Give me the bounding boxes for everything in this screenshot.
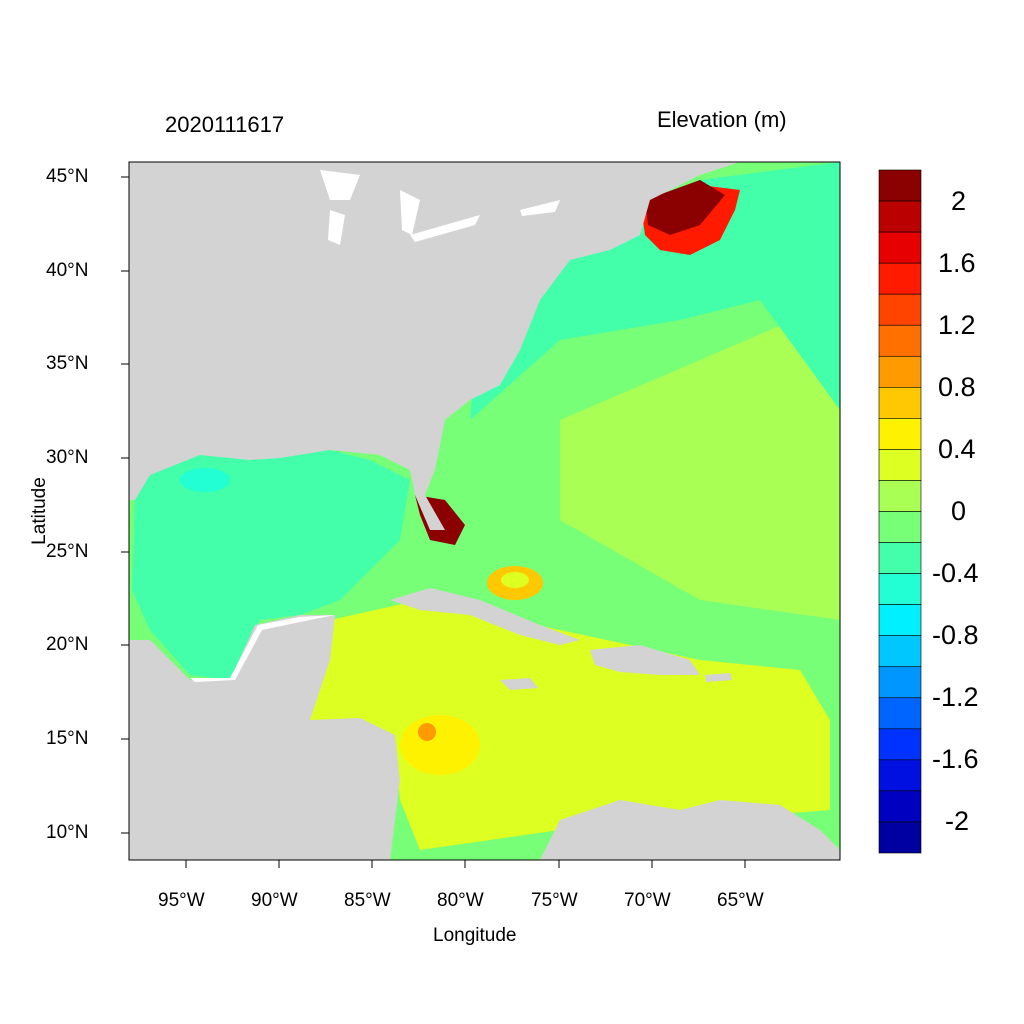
tick-marks — [121, 176, 746, 868]
plot-frame — [128, 161, 841, 861]
colorbar-swatch — [878, 355, 922, 388]
gulf-of-mexico — [132, 450, 410, 680]
colorbar-label: 0.4 — [938, 434, 976, 464]
colorbar-label: 0.8 — [938, 372, 976, 402]
colorbar-swatch — [878, 293, 922, 326]
colorbar-swatch — [878, 821, 922, 854]
x-tick-label: 90°W — [251, 890, 298, 911]
new-england-peak — [645, 180, 725, 235]
atlantic-positive-zone — [560, 300, 840, 620]
colorbar-label: 2 — [951, 186, 967, 216]
x-tick-label: 75°W — [531, 890, 578, 911]
map-area — [129, 162, 840, 860]
colorbar-swatch — [878, 635, 922, 668]
colorbar-swatch — [878, 697, 922, 730]
y-tick-label: 15°N — [46, 728, 89, 749]
colorbar-swatch — [878, 604, 922, 636]
y-tick-label: 20°N — [46, 634, 89, 655]
plot-title-variable: Elevation (m) — [657, 107, 787, 132]
bahamas-inner — [501, 572, 529, 588]
colorbar-swatch — [878, 231, 922, 264]
plot-title-datetime: 2020111617 — [165, 112, 285, 137]
colorbar-swatch — [878, 480, 922, 512]
colorbar-swatch — [878, 728, 922, 761]
atlantic-negative-zone — [470, 162, 840, 420]
colorbar-label: -1.6 — [932, 744, 979, 774]
colorbar-label: 1.2 — [938, 310, 976, 340]
x-tick-label: 80°W — [437, 890, 484, 911]
caribbean-sea — [310, 600, 830, 850]
colorbar-label: -0.8 — [932, 620, 979, 650]
colorbar-swatch — [878, 573, 922, 605]
colorbar-swatch — [878, 418, 922, 450]
x-tick-label: 85°W — [344, 890, 391, 911]
colorbar-swatch — [878, 759, 922, 792]
y-axis-label: Latitude — [29, 477, 50, 545]
colorbar-swatch — [878, 200, 922, 233]
y-tick-label: 10°N — [46, 822, 89, 843]
colorbar-label: -2 — [945, 806, 970, 836]
x-tick-label: 70°W — [624, 890, 671, 911]
caribbean-high-spot — [400, 715, 480, 775]
colorbar-swatch — [878, 790, 922, 823]
x-axis-label: Longitude — [433, 925, 517, 946]
colorbar-swatch — [878, 324, 922, 357]
caribbean-peak — [418, 723, 436, 741]
land-masses — [129, 162, 840, 860]
y-tick-label: 25°N — [46, 541, 89, 562]
coast-gap — [190, 615, 335, 682]
great-lakes — [320, 170, 560, 245]
colorbar — [878, 169, 922, 854]
y-tick-label: 30°N — [46, 447, 89, 468]
colorbar-label: -0.4 — [932, 558, 979, 588]
colorbar-swatch — [878, 449, 922, 481]
colorbar-label: 1.6 — [938, 248, 976, 278]
y-tick-label: 35°N — [46, 353, 89, 374]
gulf-low-spot — [180, 468, 230, 492]
colorbar-label: -1.2 — [932, 682, 979, 712]
x-tick-label: 65°W — [717, 890, 764, 911]
colorbar-swatch — [878, 169, 922, 202]
colorbar-swatch — [878, 666, 922, 699]
colorbar-swatch — [878, 387, 922, 419]
colorbar-swatch — [878, 511, 922, 543]
colorbar-swatch — [878, 262, 922, 295]
x-tick-label: 95°W — [158, 890, 205, 911]
colorbar-swatch — [878, 542, 922, 574]
y-tick-label: 40°N — [46, 260, 89, 281]
colorbar-label: 0 — [951, 496, 967, 526]
y-tick-label: 45°N — [46, 166, 89, 187]
